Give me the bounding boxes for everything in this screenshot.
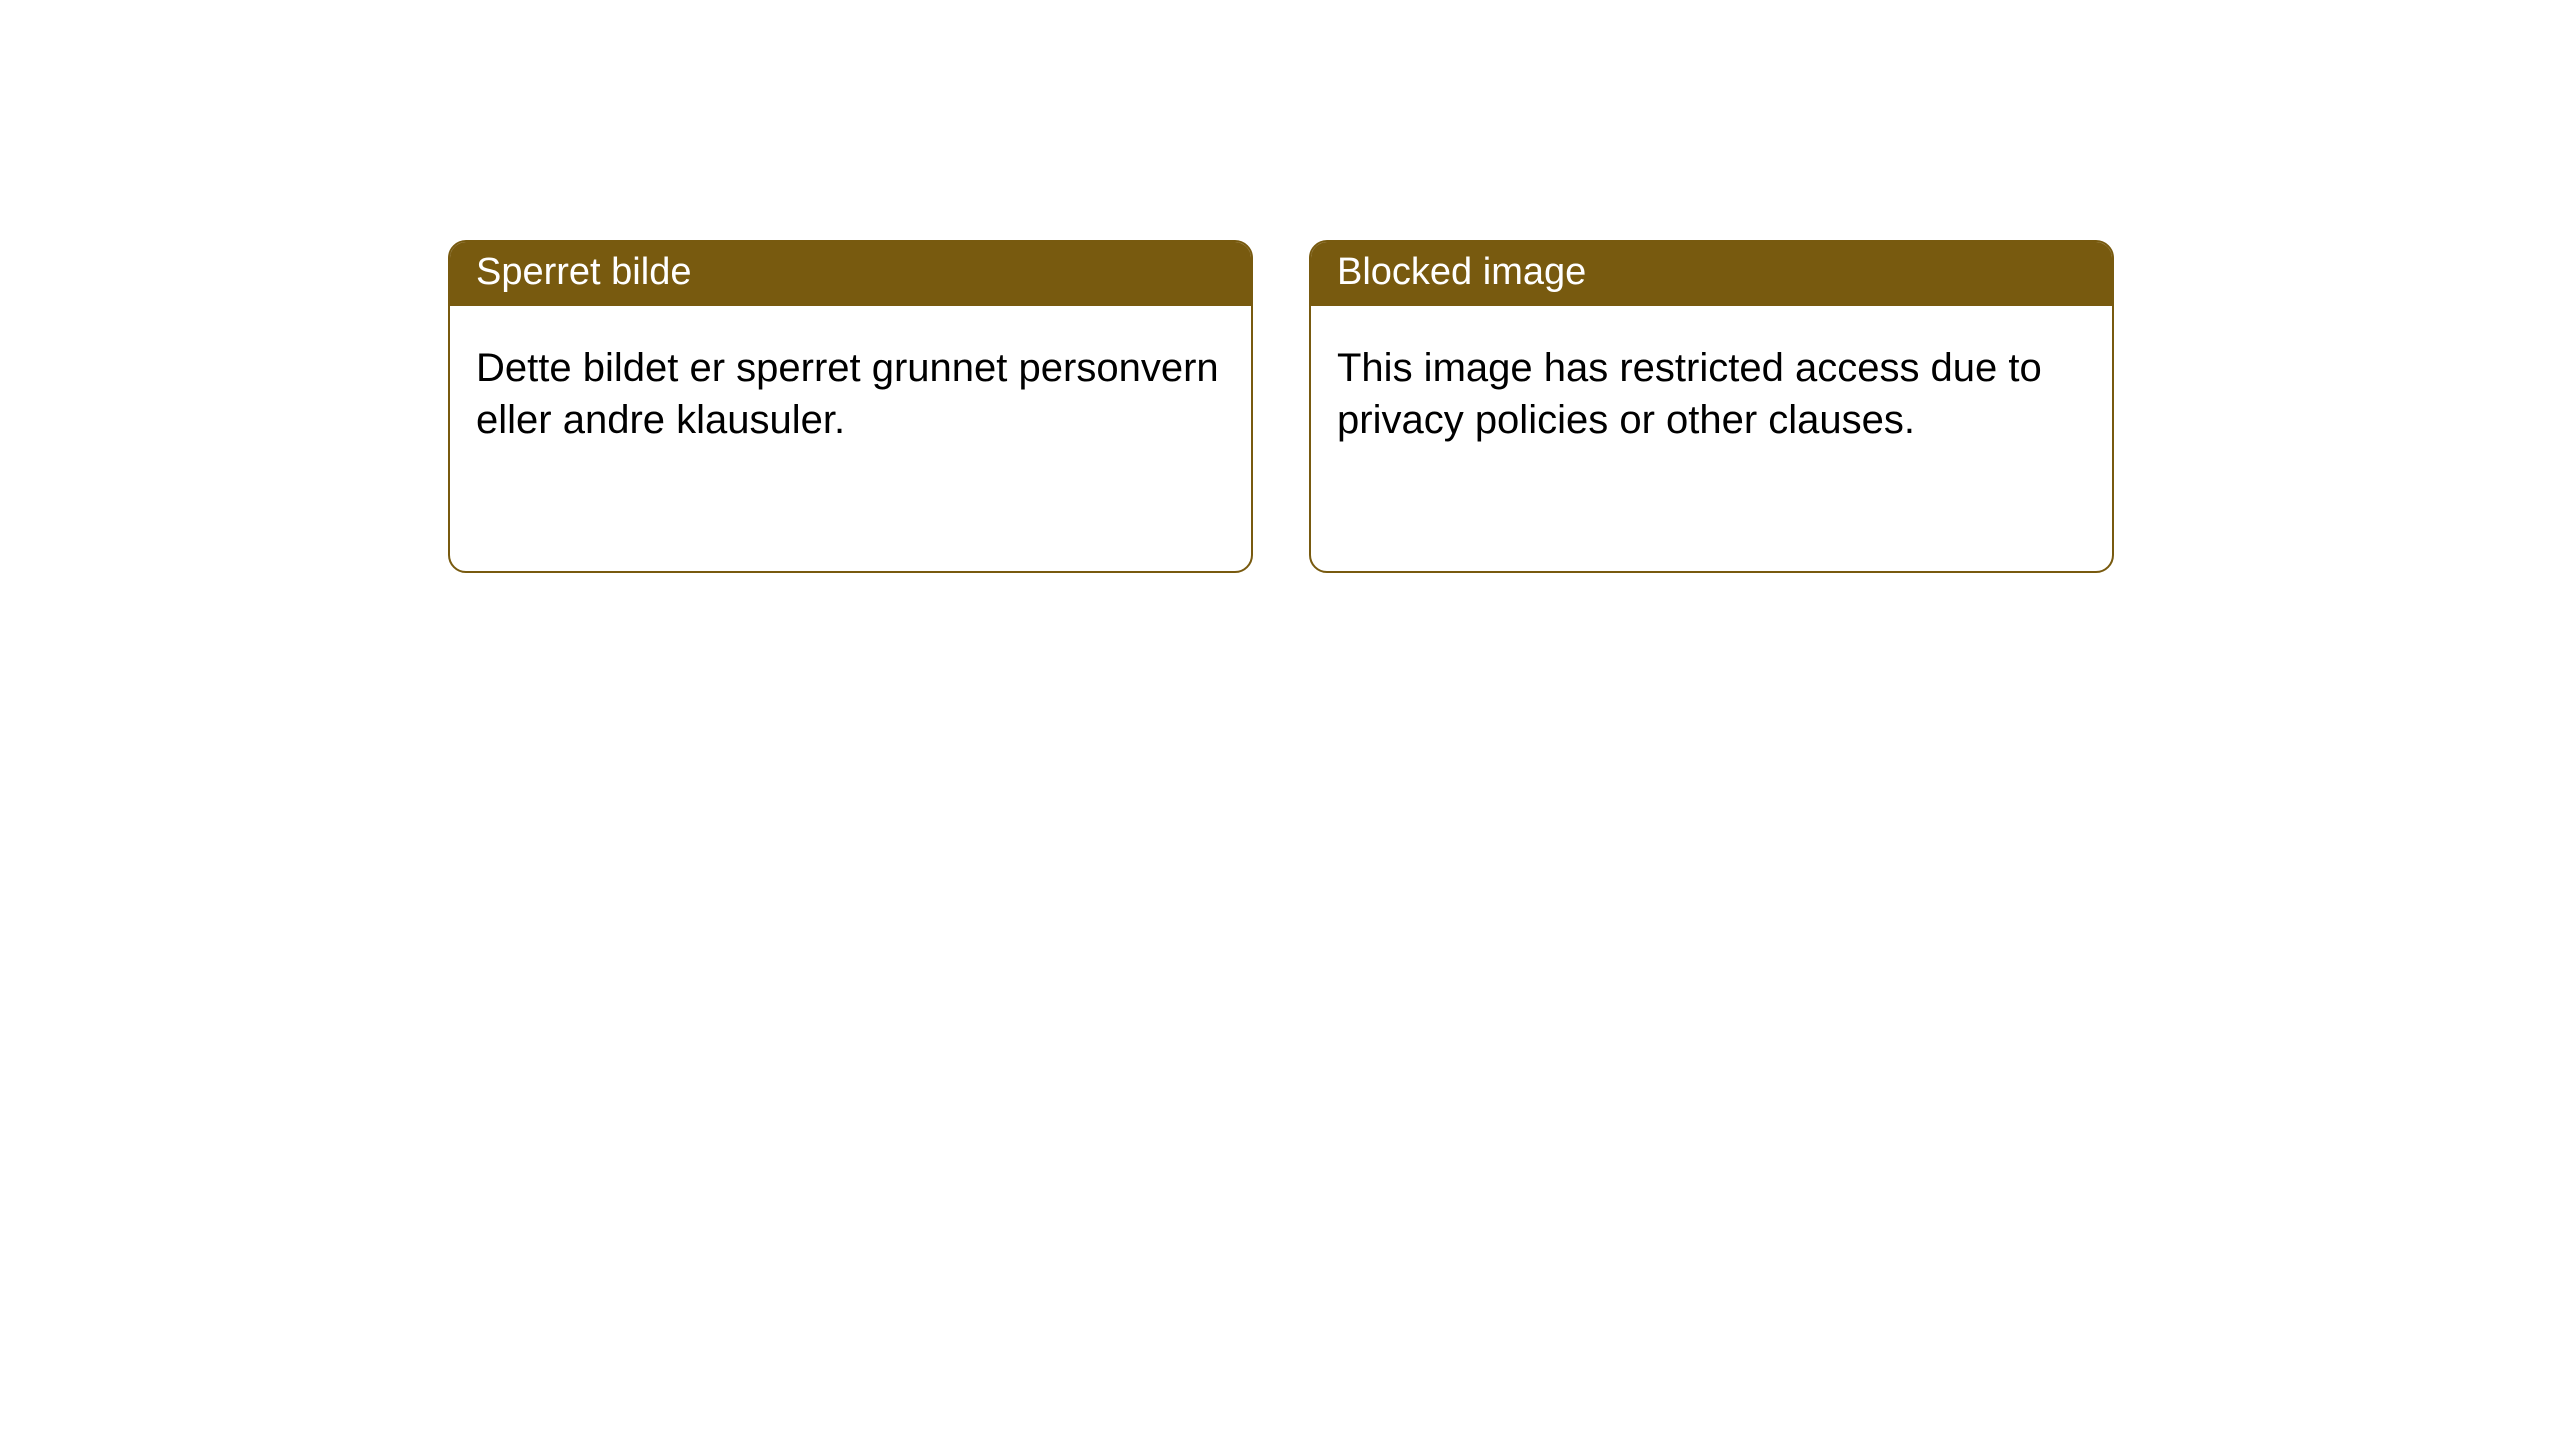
notice-message: This image has restricted access due to … — [1337, 346, 2042, 442]
notice-body: Dette bildet er sperret grunnet personve… — [450, 306, 1251, 472]
notice-title: Sperret bilde — [476, 251, 691, 293]
notice-body: This image has restricted access due to … — [1311, 306, 2112, 472]
notice-header: Sperret bilde — [450, 242, 1251, 306]
notice-message: Dette bildet er sperret grunnet personve… — [476, 346, 1219, 442]
notice-container: Sperret bilde Dette bildet er sperret gr… — [0, 0, 2560, 573]
notice-header: Blocked image — [1311, 242, 2112, 306]
notice-box-english: Blocked image This image has restricted … — [1309, 240, 2114, 573]
notice-box-norwegian: Sperret bilde Dette bildet er sperret gr… — [448, 240, 1253, 573]
notice-title: Blocked image — [1337, 251, 1586, 293]
